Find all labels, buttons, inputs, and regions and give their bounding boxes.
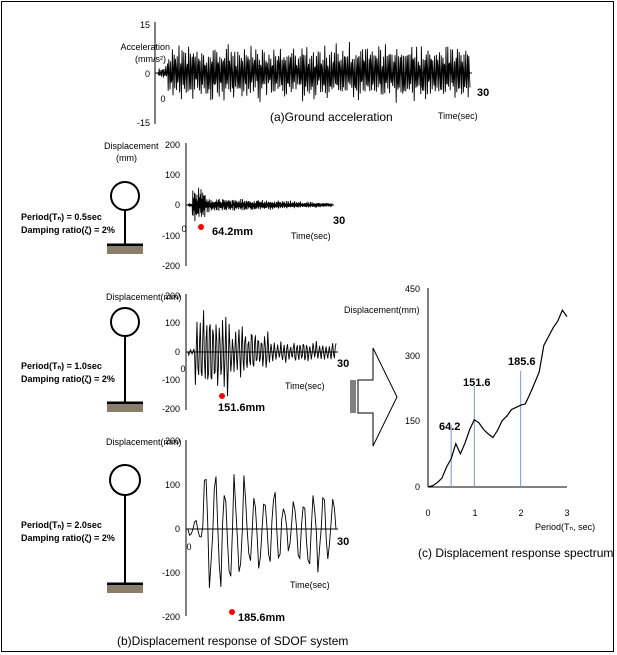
row1-ylabel-line1: Displacement (104, 141, 159, 151)
row3-ytick-0: 0 (175, 524, 180, 534)
row1-ytick-0: 0 (175, 200, 180, 210)
panel-a: Acceleration (mm/s²) 15 0 -15 0 30 Time(… (120, 20, 489, 128)
row2-peak-marker (219, 393, 225, 399)
row1-ytick-100: 100 (165, 170, 180, 180)
panel-c-ytick-0: 0 (415, 482, 420, 492)
row2-origin-label: 0 (180, 364, 185, 374)
panel-c-xtick-2: 2 (518, 508, 523, 518)
row2-peak-label: 151.6mm (218, 402, 265, 414)
row2-ylabel: Displacement(mm) (106, 292, 182, 302)
panel-a-ylabel-line1: Acceleration (120, 42, 170, 52)
panel-c-annotation-151: 151.6 (463, 377, 491, 389)
panel-b-row-2: Period(Tₙ) = 1.0sec Damping ratio(ζ) = 2… (21, 291, 349, 414)
panel-c-xtick-3: 3 (564, 508, 569, 518)
row3-ylabel: Displacement(mm) (106, 437, 182, 447)
panel-b-caption: (b)Displacement response of SDOF system (117, 634, 348, 648)
row3-ytick-neg200: -200 (162, 612, 180, 622)
row1-peak-label: 64.2mm (212, 226, 253, 238)
panel-c-caption: (c) Displacement response spectrum (418, 546, 613, 560)
panel-c-annotation-185: 185.6 (508, 356, 536, 368)
panel-c: Displacement(mm) 450 300 150 0 0 1 2 3 P… (344, 284, 613, 560)
row3-xlabel: Time(sec) (290, 580, 330, 590)
row3-ytick-100: 100 (165, 480, 180, 490)
sdof-icon-1 (107, 181, 143, 254)
sdof-icon-3 (107, 464, 143, 593)
panel-c-ytick-450: 450 (405, 284, 420, 294)
row1-xlabel: Time(sec) (291, 231, 331, 241)
row1-ytick-neg100: -100 (162, 231, 180, 241)
row3-damping: Damping ratio(ζ) = 2% (21, 533, 115, 543)
row2-period: Period(Tₙ) = 1.0sec (21, 361, 102, 371)
row1-origin-label: 0 (181, 224, 186, 234)
row1-period: Period(Tₙ) = 0.5sec (21, 212, 102, 222)
panel-a-ylabel-line2: (mm/s²) (135, 54, 166, 64)
panel-c-annotation-64: 64.2 (439, 421, 460, 433)
panel-a-x-end-label: 30 (477, 87, 489, 99)
row1-ytick-neg200: -200 (162, 261, 180, 271)
row1-x-end-label: 30 (333, 215, 345, 227)
row3-ytick-neg100: -100 (162, 568, 180, 578)
sdof-icon-2 (107, 307, 143, 412)
panel-c-ylabel: Displacement(mm) (344, 305, 420, 315)
row1-ylabel-line2: (mm) (116, 153, 137, 163)
panel-a-ytick-neg15: -15 (137, 118, 150, 128)
row2-xlabel: Time(sec) (285, 381, 325, 391)
row2-x-end-label: 30 (337, 358, 349, 370)
panel-c-ytick-300: 300 (405, 351, 420, 361)
ground-acceleration-trace (157, 41, 471, 103)
row2-ytick-neg100: -100 (162, 375, 180, 385)
row1-displacement-trace (187, 187, 333, 222)
row2-damping: Damping ratio(ζ) = 2% (21, 374, 115, 384)
row3-peak-label: 185.6mm (238, 612, 285, 624)
row3-origin-label: 0 (186, 542, 191, 552)
panel-c-xtick-0: 0 (425, 508, 430, 518)
row1-ytick-200: 200 (165, 140, 180, 150)
panel-a-xlabel: Time(sec) (438, 111, 478, 121)
row1-damping: Damping ratio(ζ) = 2% (21, 225, 115, 235)
flow-arrow (350, 347, 398, 447)
panel-c-xtick-1: 1 (472, 508, 477, 518)
panel-c-xlabel: Period(Tₙ, sec) (535, 522, 595, 532)
spectrum-curve (427, 308, 568, 488)
row2-ytick-0: 0 (175, 347, 180, 357)
panel-a-origin-label: 0 (160, 94, 165, 104)
row2-displacement-trace (187, 310, 337, 397)
row3-ytick-200: 200 (165, 436, 180, 446)
row1-peak-marker (198, 224, 204, 230)
row3-x-end-label: 30 (337, 536, 349, 548)
panel-a-ytick-15: 15 (140, 20, 150, 30)
panel-b-row-3: Period(Tₙ) = 2.0sec Damping ratio(ζ) = 2… (21, 436, 349, 624)
row2-ytick-200: 200 (165, 291, 180, 301)
panel-c-ytick-150: 150 (405, 416, 420, 426)
row2-ytick-neg200: -200 (162, 404, 180, 414)
row3-period: Period(Tₙ) = 2.0sec (21, 520, 102, 530)
panel-a-ytick-0: 0 (145, 69, 150, 79)
row3-peak-marker (229, 609, 235, 615)
panel-a-caption: (a)Ground acceleration (270, 110, 393, 124)
panel-b-row-1: Period(Tₙ) = 0.5sec Damping ratio(ζ) = 2… (21, 140, 345, 271)
row3-displacement-trace (187, 474, 337, 589)
row2-ytick-100: 100 (165, 318, 180, 328)
